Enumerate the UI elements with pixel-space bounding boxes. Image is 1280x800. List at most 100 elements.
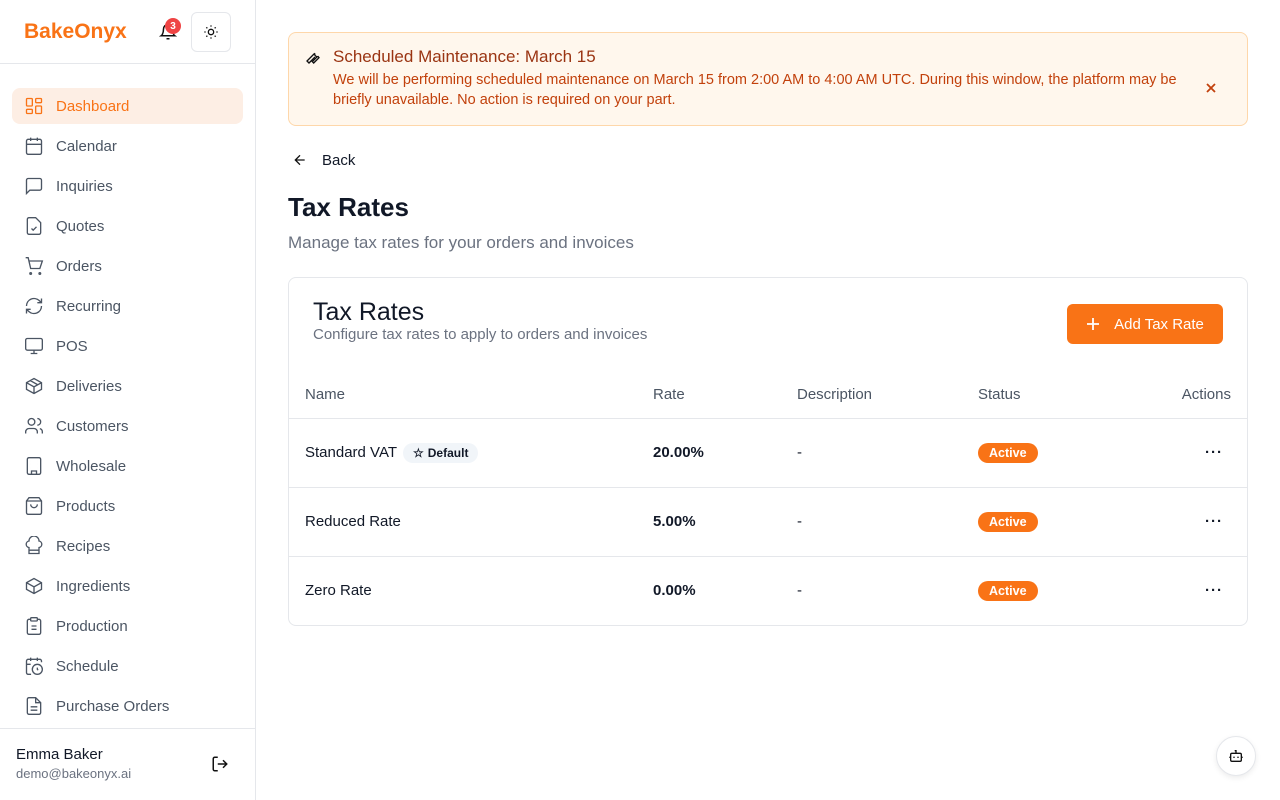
cell-rate: 0.00% [653,582,696,600]
theme-toggle-button[interactable] [191,12,231,52]
sidebar-item-label: Ingredients [56,577,131,595]
rate-name: Reduced Rate [305,513,401,530]
logout-icon[interactable] [211,755,229,778]
sidebar-item-label: Customers [56,417,129,435]
clipboard-icon [26,617,42,635]
page-title: Tax Rates [288,192,409,222]
sidebar-item-products[interactable]: Products [12,488,243,524]
monitor-icon [25,337,43,355]
sidebar-item-customers[interactable]: Customers [12,408,243,444]
shopping-bag-icon [25,497,43,515]
table-row: Zero Rate 0.00% - Active ··· [289,556,1247,625]
sidebar-item-recipes[interactable]: Recipes [12,528,243,564]
table-row: Reduced Rate 5.00% - Active ··· [289,487,1247,557]
status-badge: Active [978,581,1038,602]
calendar-icon [25,137,43,155]
rate-name: Zero Rate [305,582,372,600]
user-panel: Emma Baker demo@bakeonyx.ai [0,728,255,800]
sidebar-item-label: Calendar [56,137,117,155]
cell-description: - [797,418,978,488]
sidebar-item-production[interactable]: Production [12,608,243,644]
cart-icon [25,257,44,275]
building-icon [26,457,42,475]
sidebar-item-deliveries[interactable]: Deliveries [12,368,243,404]
cell-actions: ··· [1128,556,1247,625]
cell-description: - [797,582,802,600]
assistant-bot-button[interactable] [1216,736,1256,776]
cell-status: Active [978,487,1128,557]
maintenance-alert: Scheduled Maintenance: March 15 We will … [288,32,1248,126]
sidebar-item-label: Deliveries [56,377,122,395]
sidebar-item-label: Wholesale [56,457,127,475]
back-label: Back [322,151,356,169]
cell-description: - [797,487,978,557]
sidebar-item-label: Recipes [56,537,111,555]
status-badge: Active [978,443,1038,463]
close-icon[interactable] [1205,81,1217,99]
cell-actions: ··· [1128,487,1247,557]
user-name: Emma Baker [16,746,103,763]
sidebar-item-label: Orders [56,257,102,275]
card-subtitle: Configure tax rates to apply to orders a… [313,326,648,343]
sidebar-item-label: Quotes [56,217,105,235]
sidebar-item-purchase-orders[interactable]: Purchase Orders [12,688,243,724]
sidebar-item-dashboard[interactable]: Dashboard [12,88,243,124]
sidebar-item-wholesale[interactable]: Wholesale [12,448,243,484]
sidebar-item-orders[interactable]: Orders [12,248,243,284]
add-tax-rate-label: Add Tax Rate [1114,315,1204,333]
table-row: Standard VAT ☆ Default 20.00% - Active ··· [289,418,1247,488]
sidebar-item-label: Recurring [56,297,122,315]
file-text-icon [26,697,42,715]
wrench-icon [305,49,321,70]
sidebar-item-inquiries[interactable]: Inquiries [12,168,243,204]
more-actions-icon[interactable]: ··· [1205,513,1223,530]
header-description: Description [797,372,978,419]
logo[interactable]: BakeOnyx [24,19,127,43]
default-label: Default [427,445,469,460]
back-button[interactable]: Back [288,150,1248,170]
sidebar: BakeOnyx 3 Dashboard Calendar Inquiries Quo… [0,0,256,800]
header-status: Status [978,372,1128,419]
file-check-icon [26,217,42,235]
add-tax-rate-button[interactable]: Add Tax Rate [1067,304,1223,344]
sidebar-item-calendar[interactable]: Calendar [12,128,243,164]
dashboard-icon [25,97,43,115]
sidebar-item-label: Schedule [56,657,119,675]
cell-rate: 5.00% [653,487,797,557]
sun-icon [204,25,218,39]
message-icon [25,177,43,196]
sidebar-item-pos[interactable]: POS [12,328,243,364]
sidebar-item-label: POS [56,337,88,355]
sidebar-item-ingredients[interactable]: Ingredients [12,568,243,604]
header-actions: Actions [1128,372,1247,419]
more-actions-icon[interactable]: ··· [1205,582,1223,600]
alert-message: We will be performing scheduled maintena… [333,72,1177,108]
sidebar-item-quotes[interactable]: Quotes [12,208,243,244]
cell-actions: ··· [1128,418,1247,488]
refresh-icon [25,297,43,315]
notification-badge: 3 [165,18,181,34]
cell-status: Active [978,556,1128,625]
plus-icon [1087,318,1100,330]
user-email: demo@bakeonyx.ai [16,766,132,781]
alert-title: Scheduled Maintenance: March 15 [333,47,596,66]
sidebar-item-schedule[interactable]: Schedule [12,648,243,684]
users-icon [25,417,44,434]
calendar-clock-icon [25,657,43,675]
sidebar-item-label: Inquiries [56,177,113,195]
cell-name: Standard VAT ☆ Default [289,418,653,488]
sidebar-item-label: Production [56,617,128,635]
more-actions-icon[interactable]: ··· [1205,444,1223,461]
box-icon [25,577,43,595]
cell-rate: 20.00% [653,418,797,488]
page-subtitle: Manage tax rates for your orders and inv… [288,233,634,252]
status-badge: Active [978,512,1038,532]
cell-name: Reduced Rate [289,487,653,557]
bot-icon [1229,750,1243,762]
cell-status: Active [978,418,1128,488]
default-badge: ☆ Default [403,442,479,463]
sidebar-item-recurring[interactable]: Recurring [12,288,243,324]
main-content: Scheduled Maintenance: March 15 We will … [288,32,1248,626]
chef-hat-icon [25,536,43,555]
brand-header: BakeOnyx 3 [0,0,255,64]
